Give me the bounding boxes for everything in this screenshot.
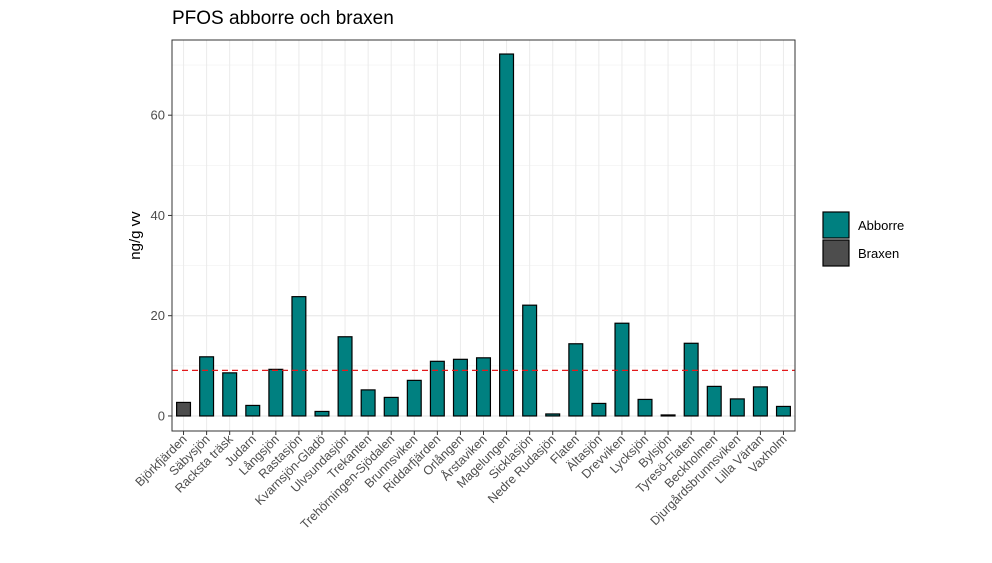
bar: [245, 404, 261, 417]
bar: [522, 304, 538, 417]
bar: [314, 410, 330, 417]
bar: [452, 358, 468, 417]
bar: [360, 389, 376, 417]
bar: [199, 356, 215, 417]
bar: [637, 398, 653, 417]
chart-title: PFOS abborre och braxen: [172, 8, 394, 29]
bar: [660, 414, 676, 417]
bar: [291, 296, 307, 417]
legend-key: [822, 211, 850, 239]
bar: [683, 342, 699, 417]
legend-label: Braxen: [858, 246, 899, 261]
bar: [729, 398, 745, 417]
bar: [337, 336, 353, 417]
bar: [752, 386, 768, 417]
bar: [383, 396, 399, 417]
bar: [499, 53, 515, 417]
bar: [429, 360, 445, 417]
bar: [406, 379, 422, 417]
bar: [614, 322, 630, 417]
bar: [475, 357, 492, 417]
y-tick-label: 40: [151, 208, 165, 223]
bar: [222, 372, 238, 417]
bar: [591, 402, 607, 417]
legend-label: Abborre: [858, 218, 904, 233]
bar: [568, 343, 584, 417]
y-tick-label: 60: [151, 108, 165, 123]
legend-key: [822, 239, 850, 267]
bar: [775, 405, 791, 417]
bar: [706, 385, 722, 417]
bar: [268, 368, 284, 417]
bar: [545, 413, 561, 417]
bar: [176, 401, 192, 417]
y-tick-label: 0: [158, 408, 165, 423]
y-tick-label: 20: [151, 308, 165, 323]
y-axis-label: ng/g vv: [127, 211, 144, 260]
